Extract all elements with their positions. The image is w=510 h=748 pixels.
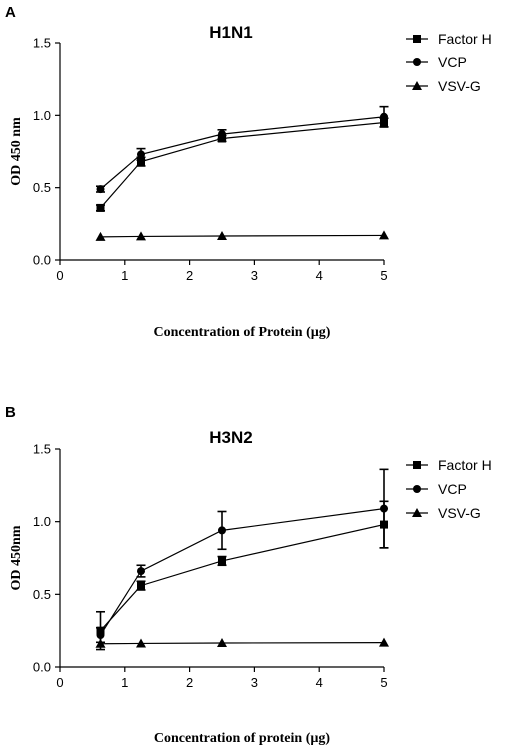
series-vsv-g [95,230,389,241]
x-tick-label: 3 [251,675,258,690]
y-tick-label: 0.5 [33,587,51,602]
y-tick-label: 0.0 [33,660,51,675]
panel-letter: B [5,404,16,421]
data-point [95,638,106,648]
legend-marker [413,58,421,66]
series-factor-h [96,500,389,651]
y-tick-label: 1.0 [33,108,51,123]
data-point [379,230,389,240]
data-point [137,567,145,576]
legend-marker [412,508,422,517]
y-tick-label: 0.0 [33,253,51,268]
x-tick-label: 5 [380,675,387,690]
data-point [380,112,388,121]
series-line [100,116,385,190]
legend-marker [413,485,421,493]
x-tick-label: 4 [316,268,323,283]
x-tick-label: 3 [251,268,258,283]
series-line [100,234,385,238]
panel-letter: A [5,4,16,21]
chart-title: H1N1 [209,23,252,42]
legend-label: Factor H [438,457,492,473]
data-point [137,150,145,159]
chart-panel-b: B H3N2 0.0 0.5 1.0 1.5 0 1 2 3 4 5 Concentration of … [5,404,492,746]
x-tick-label: 2 [186,268,193,283]
series-vsv-g [95,637,389,648]
chart-panel-a: A H1N1 0.0 0.5 1.0 1.5 0 1 2 3 4 5 Concentration of … [5,4,492,340]
y-axis-title: OD 450nm [9,525,24,590]
x-tick-label: 4 [316,675,323,690]
series-line [100,121,385,209]
data-point [136,638,146,648]
data-point [218,556,226,565]
y-tick-label: 1.0 [33,514,51,529]
legend-marker [413,461,421,469]
data-point [218,130,226,139]
data-point [218,526,226,535]
legend-label: VCP [438,54,467,70]
x-tick-label: 1 [121,675,128,690]
series-line [99,507,385,636]
data-point [137,157,145,166]
series-line [100,641,385,645]
data-point [217,638,227,648]
data-point [137,581,145,590]
data-point [96,203,105,212]
legend-label: VCP [438,481,467,497]
y-axis-title: OD 450 nm [9,117,24,186]
data-point [379,637,389,647]
x-tick-label: 5 [380,268,387,283]
data-point [96,631,105,640]
legend-marker [412,81,422,90]
y-tick-label: 1.5 [33,442,51,457]
x-tick-label: 0 [56,675,63,690]
legend-marker [413,35,421,43]
y-tick-label: 1.5 [33,36,51,51]
legend-label: VSV-G [438,78,481,94]
series-line [100,523,385,632]
y-tick-label: 0.5 [33,180,51,195]
x-tick-label: 2 [186,675,193,690]
series-vcp [96,105,389,194]
x-axis-title: Concentration of protein (µg) [154,731,331,746]
data-point [95,231,106,241]
x-axis-title: Concentration of Protein (µg) [154,325,331,340]
data-point [380,504,388,513]
chart-title: H3N2 [209,428,252,447]
data-point [136,231,146,241]
x-tick-label: 1 [121,268,128,283]
x-tick-label: 0 [56,268,63,283]
data-point [217,230,227,240]
legend-label: Factor H [438,31,492,47]
data-point [96,185,105,194]
legend-label: VSV-G [438,505,481,521]
